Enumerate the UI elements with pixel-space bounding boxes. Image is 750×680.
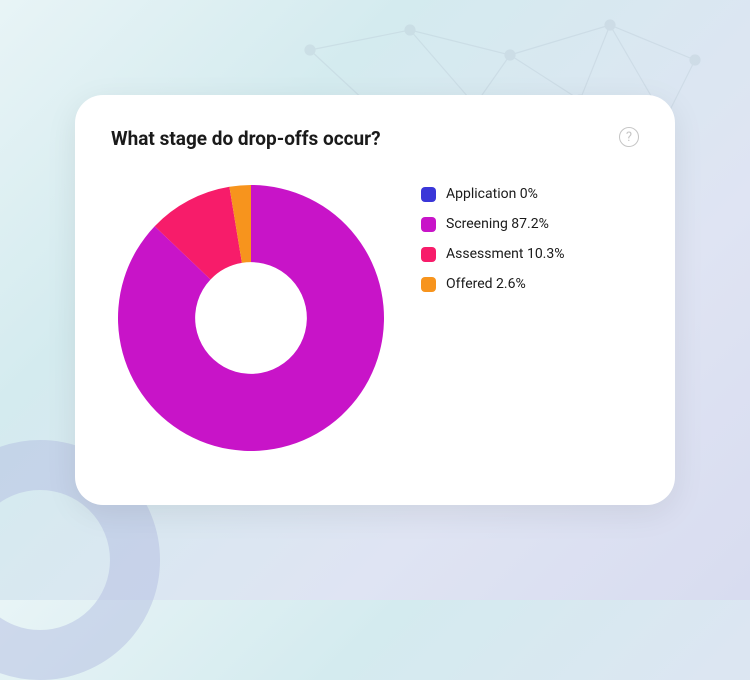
legend-swatch [421, 247, 436, 262]
legend-label: Assessment 10.3% [446, 246, 565, 262]
legend-item: Offered 2.6% [421, 276, 565, 292]
legend-label: Offered 2.6% [446, 276, 526, 292]
legend-swatch [421, 217, 436, 232]
legend-label: Screening 87.2% [446, 216, 549, 232]
card-header: What stage do drop-offs occur? ? [111, 127, 639, 150]
legend-swatch [421, 277, 436, 292]
legend-item: Assessment 10.3% [421, 246, 565, 262]
legend-swatch [421, 187, 436, 202]
chart-card: What stage do drop-offs occur? ? Applica… [75, 95, 675, 505]
donut-chart [111, 178, 391, 458]
chart-legend: Application 0% Screening 87.2% Assessment … [421, 178, 565, 292]
legend-item: Application 0% [421, 186, 565, 202]
chart-area: Application 0% Screening 87.2% Assessment … [111, 178, 639, 458]
legend-label: Application 0% [446, 186, 538, 202]
legend-item: Screening 87.2% [421, 216, 565, 232]
help-icon[interactable]: ? [619, 127, 639, 147]
card-title: What stage do drop-offs occur? [111, 127, 381, 150]
